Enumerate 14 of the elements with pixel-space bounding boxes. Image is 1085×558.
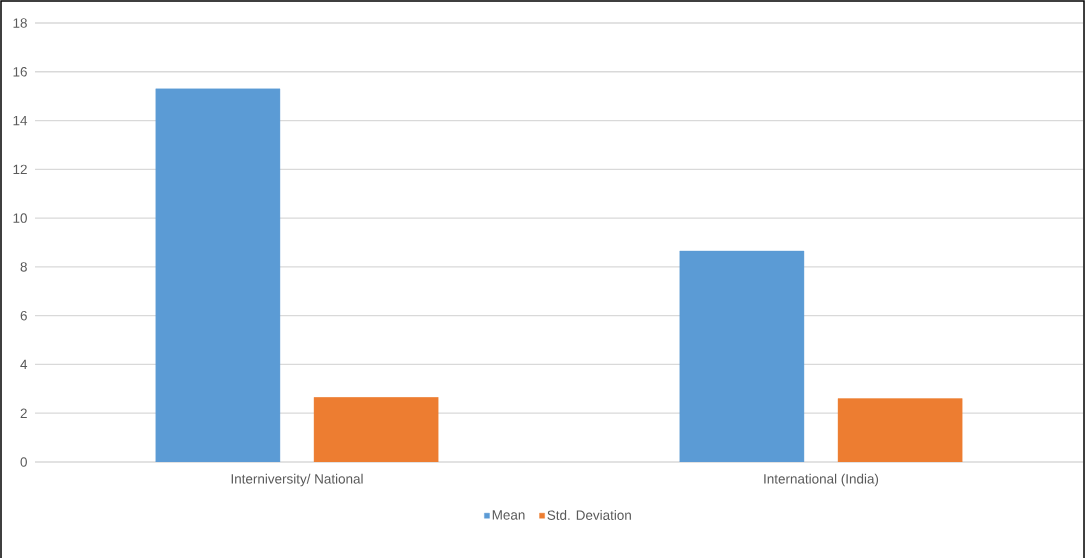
y-tick-label: 14 bbox=[13, 115, 28, 126]
y-tick-label: 10 bbox=[13, 213, 27, 223]
y-tick-label: 8 bbox=[20, 262, 27, 272]
y-tick-label: 2 bbox=[20, 408, 27, 418]
y-tick-label: 16 bbox=[13, 67, 27, 77]
x-tick-label: International (India) bbox=[764, 473, 879, 487]
y-tick-label: 6 bbox=[20, 310, 27, 321]
y-tick-label: 4 bbox=[20, 359, 28, 370]
y-tick-label: 18 bbox=[13, 18, 27, 28]
y-tick-label: 0 bbox=[20, 457, 27, 467]
y-tick-label: 12 bbox=[13, 164, 27, 175]
legend-label: Mean bbox=[492, 510, 525, 520]
x-tick-label: Interniversity/ National bbox=[231, 473, 363, 487]
legend-label: Std. Deviation bbox=[547, 510, 631, 520]
